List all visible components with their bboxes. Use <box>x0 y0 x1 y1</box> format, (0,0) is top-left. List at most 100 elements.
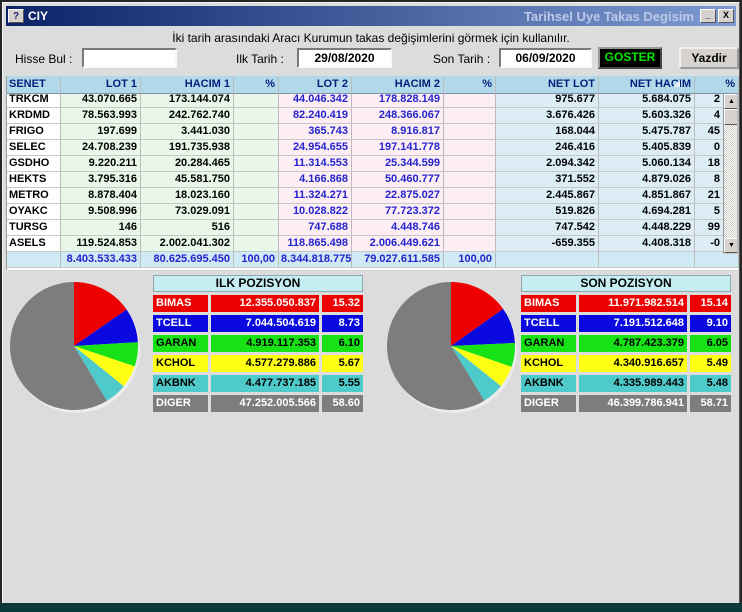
table-cell[interactable]: 197.699 <box>61 124 141 140</box>
table-cell[interactable]: 22.875.027 <box>352 188 444 204</box>
table-cell[interactable]: 2.002.041.302 <box>141 236 234 252</box>
table-cell[interactable]: 78.563.993 <box>61 108 141 124</box>
table-cell[interactable]: 25.344.599 <box>352 156 444 172</box>
table-cell[interactable]: 43.070.665 <box>61 92 141 108</box>
scroll-down-icon[interactable]: ▼ <box>724 238 737 253</box>
goster-button[interactable]: GOSTER <box>598 47 662 69</box>
table-cell[interactable]: 371.552 <box>496 172 599 188</box>
table-cell[interactable]: 11.324.271 <box>279 188 352 204</box>
table-cell[interactable]: OYAKC <box>7 204 61 220</box>
table-cell[interactable]: 4.879.026 <box>599 172 695 188</box>
table-cell[interactable]: TURSG <box>7 220 61 236</box>
table-cell[interactable]: 3.676.426 <box>496 108 599 124</box>
scrollbar-thumb[interactable] <box>724 109 737 125</box>
scroll-up-icon[interactable]: ▲ <box>724 94 737 109</box>
title-bar[interactable]: ? CIY Tarihsel Uye Takas Degisim _ X <box>6 6 736 26</box>
vertical-scrollbar[interactable]: ▲ ▼ <box>723 94 738 254</box>
table-cell[interactable]: 248.366.067 <box>352 108 444 124</box>
table-cell[interactable]: GSDHO <box>7 156 61 172</box>
table-cell[interactable]: 178.828.149 <box>352 92 444 108</box>
table-cell[interactable]: 146 <box>61 220 141 236</box>
column-header--[interactable]: % <box>695 76 739 94</box>
table-cell[interactable]: 20.284.465 <box>141 156 234 172</box>
table-cell[interactable]: 8.878.404 <box>61 188 141 204</box>
table-cell[interactable]: 246.416 <box>496 140 599 156</box>
table-cell[interactable]: 242.762.740 <box>141 108 234 124</box>
table-cell[interactable] <box>234 172 279 188</box>
column-header-hacim-1[interactable]: HACIM 1 <box>141 76 234 94</box>
table-cell[interactable] <box>234 156 279 172</box>
table-cell[interactable]: 191.735.938 <box>141 140 234 156</box>
table-cell[interactable] <box>444 188 496 204</box>
table-cell[interactable]: 5.603.326 <box>599 108 695 124</box>
table-cell[interactable]: 119.524.853 <box>61 236 141 252</box>
table-cell[interactable]: 3.441.030 <box>141 124 234 140</box>
column-header--[interactable]: % <box>234 76 279 94</box>
table-cell[interactable]: 3.795.316 <box>61 172 141 188</box>
table-cell[interactable]: 4.408.318 <box>599 236 695 252</box>
table-cell[interactable] <box>234 124 279 140</box>
table-cell[interactable] <box>444 220 496 236</box>
table-cell[interactable]: 747.688 <box>279 220 352 236</box>
table-cell[interactable]: 11.314.553 <box>279 156 352 172</box>
table-cell[interactable] <box>444 108 496 124</box>
table-cell[interactable] <box>444 140 496 156</box>
table-cell[interactable]: 9.220.211 <box>61 156 141 172</box>
table-cell[interactable]: 73.029.091 <box>141 204 234 220</box>
table-cell[interactable]: -659.355 <box>496 236 599 252</box>
table-cell[interactable]: 2.006.449.621 <box>352 236 444 252</box>
table-cell[interactable]: 8.916.817 <box>352 124 444 140</box>
table-cell[interactable]: ASELS <box>7 236 61 252</box>
table-cell[interactable]: 975.677 <box>496 92 599 108</box>
table-cell[interactable]: 5.060.134 <box>599 156 695 172</box>
table-cell[interactable]: 168.044 <box>496 124 599 140</box>
column-header-lot-2[interactable]: LOT 2 <box>279 76 352 94</box>
table-cell[interactable]: 77.723.372 <box>352 204 444 220</box>
table-cell[interactable]: 4.694.281 <box>599 204 695 220</box>
table-cell[interactable] <box>444 172 496 188</box>
table-cell[interactable]: TRKCM <box>7 92 61 108</box>
table-cell[interactable]: SELEC <box>7 140 61 156</box>
table-cell[interactable]: HEKTS <box>7 172 61 188</box>
son-tarih-input[interactable]: 06/09/2020 <box>499 48 592 68</box>
help-icon[interactable]: ? <box>8 9 24 23</box>
column-header-hacim-2[interactable]: HACIM 2 <box>352 76 444 94</box>
table-cell[interactable] <box>444 204 496 220</box>
table-cell[interactable]: 4.166.868 <box>279 172 352 188</box>
table-cell[interactable]: 18.023.160 <box>141 188 234 204</box>
column-header-senet[interactable]: SENET <box>7 76 61 94</box>
table-cell[interactable]: 519.826 <box>496 204 599 220</box>
table-cell[interactable]: 197.141.778 <box>352 140 444 156</box>
table-cell[interactable]: 747.542 <box>496 220 599 236</box>
table-cell[interactable]: FRIGO <box>7 124 61 140</box>
table-cell[interactable]: 24.708.239 <box>61 140 141 156</box>
table-cell[interactable] <box>234 220 279 236</box>
table-cell[interactable]: 24.954.655 <box>279 140 352 156</box>
table-cell[interactable] <box>444 124 496 140</box>
table-cell[interactable]: 2.094.342 <box>496 156 599 172</box>
table-cell[interactable] <box>444 92 496 108</box>
table-cell[interactable] <box>444 236 496 252</box>
table-cell[interactable]: KRDMD <box>7 108 61 124</box>
table-cell[interactable]: 4.448.746 <box>352 220 444 236</box>
table-cell[interactable] <box>444 156 496 172</box>
column-header--[interactable]: % <box>444 76 496 94</box>
table-cell[interactable]: 5.475.787 <box>599 124 695 140</box>
table-cell[interactable] <box>234 140 279 156</box>
hisse-bul-input[interactable] <box>82 48 177 68</box>
table-cell[interactable] <box>234 204 279 220</box>
column-header-net-lot[interactable]: NET LOT <box>496 76 599 94</box>
table-cell[interactable]: METRO <box>7 188 61 204</box>
table-cell[interactable]: 9.508.996 <box>61 204 141 220</box>
table-cell[interactable] <box>234 92 279 108</box>
ilk-tarih-input[interactable]: 29/08/2020 <box>297 48 392 68</box>
column-header-lot-1[interactable]: LOT 1 <box>61 76 141 94</box>
table-cell[interactable]: 365.743 <box>279 124 352 140</box>
table-cell[interactable]: 50.460.777 <box>352 172 444 188</box>
table-cell[interactable]: 44.046.342 <box>279 92 352 108</box>
table-cell[interactable] <box>234 108 279 124</box>
yazdir-button[interactable]: Yazdir <box>679 47 739 69</box>
table-cell[interactable]: 45.581.750 <box>141 172 234 188</box>
table-cell[interactable] <box>234 236 279 252</box>
table-cell[interactable]: 118.865.498 <box>279 236 352 252</box>
